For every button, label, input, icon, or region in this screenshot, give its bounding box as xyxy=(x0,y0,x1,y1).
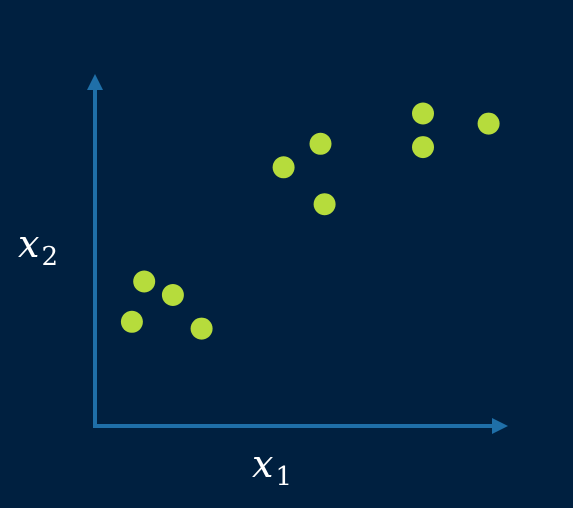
data-point-5 xyxy=(272,156,295,179)
x-axis-label: x1 xyxy=(252,442,292,492)
data-point-2 xyxy=(161,284,184,306)
y-axis-arrow xyxy=(87,74,103,90)
points-group xyxy=(120,102,500,340)
data-point-1 xyxy=(133,270,156,293)
x-axis-arrow xyxy=(492,418,508,434)
data-point-4 xyxy=(190,317,213,340)
data-point-9 xyxy=(412,136,434,159)
data-point-6 xyxy=(309,132,332,155)
y-axis-label: x2 xyxy=(18,222,58,272)
axes-group xyxy=(87,74,508,434)
data-point-10 xyxy=(477,112,500,135)
data-point-8 xyxy=(412,102,434,125)
data-point-3 xyxy=(120,310,143,333)
data-point-7 xyxy=(313,193,336,216)
